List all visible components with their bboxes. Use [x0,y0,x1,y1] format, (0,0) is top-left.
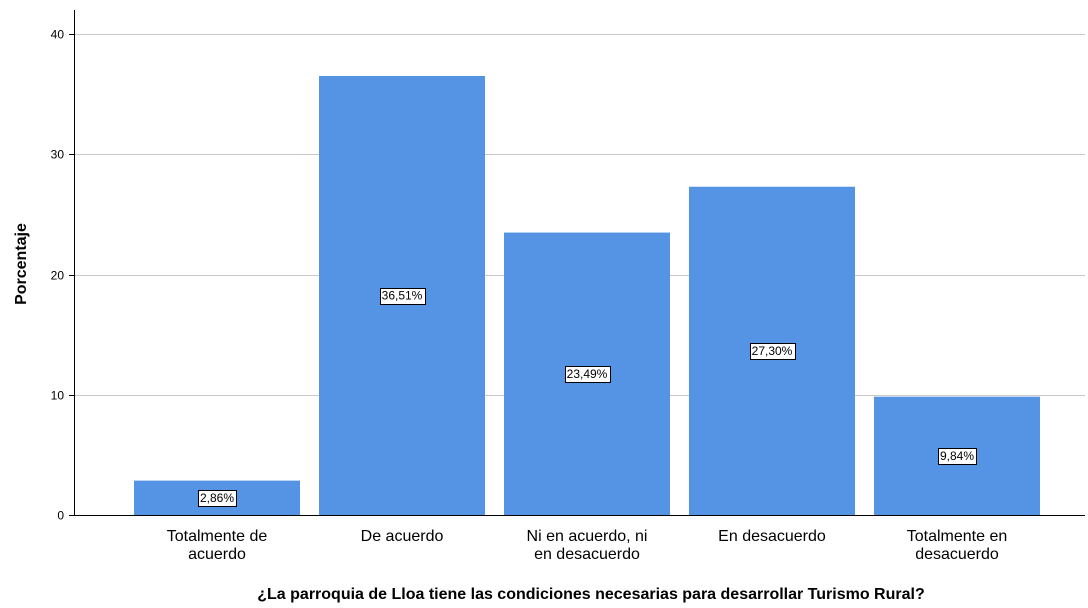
data-label: 9,84% [938,448,977,465]
data-label: 2,86% [198,490,237,507]
svg-text:23,49%: 23,49% [567,367,608,381]
y-axis-title: Porcentaje [13,223,30,305]
svg-text:2,86%: 2,86% [200,491,234,505]
svg-text:36,51%: 36,51% [382,289,423,303]
x-category-label: Ni en acuerdo, ni en desacuerdo [527,528,648,563]
svg-text:27,30%: 27,30% [752,344,793,358]
bars [134,76,1040,515]
x-category-label: Totalmente de acuerdo [167,528,268,563]
y-tick-labels: 0 10 20 30 40 [51,28,65,523]
y-tick-label: 20 [51,269,65,283]
data-label: 23,49% [565,366,611,383]
y-tick-label: 10 [51,389,65,403]
x-category-labels: Totalmente de acuerdo De acuerdo Ni en acue… [167,528,1008,563]
y-tick-label: 0 [57,509,64,523]
data-labels: 2,86% 36,51% 23,49% 27,30% 9,84% [198,288,977,507]
x-category-label: Totalmente en desacuerdo [907,528,1008,563]
data-label: 27,30% [750,343,796,360]
svg-text:9,84%: 9,84% [940,449,974,463]
x-category-label: De acuerdo [361,528,444,545]
y-tick-label: 40 [51,28,65,42]
x-category-label: En desacuerdo [718,528,826,545]
data-label: 36,51% [380,288,426,305]
y-tick-label: 30 [51,148,65,162]
axes [69,10,1085,516]
x-axis-title: ¿La parroquia de Lloa tiene las condicio… [257,586,924,603]
